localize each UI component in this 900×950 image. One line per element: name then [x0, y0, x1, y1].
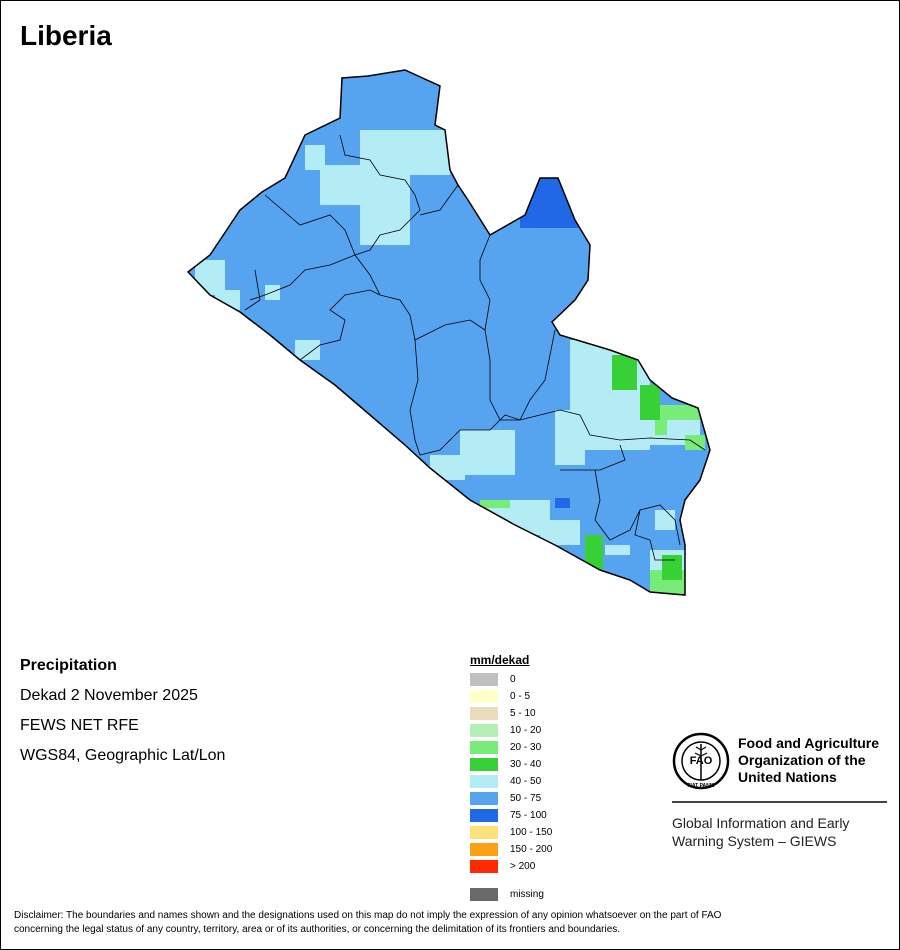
legend-title: mm/dekad	[470, 653, 530, 667]
period-label: Dekad 2 November 2025	[20, 687, 198, 704]
rainfall-30-40-region	[662, 555, 682, 580]
fao-name-line: Organization of the	[738, 752, 866, 768]
rainfall-40-50-region	[460, 430, 515, 475]
legend-swatch	[470, 843, 498, 856]
legend-item: 20 - 30	[470, 739, 552, 756]
legend-label: 0 - 5	[510, 691, 531, 702]
legend-label: 5 - 10	[510, 708, 536, 719]
country-border	[186, 69, 711, 596]
legend-swatch	[470, 792, 498, 805]
fao-name: Food and Agriculture Organization of the…	[738, 735, 898, 786]
rainfall-20-30-region	[480, 500, 510, 508]
rainfall-40-50-region	[305, 145, 325, 170]
disclaimer-line: Disclaimer: The boundaries and names sho…	[14, 910, 722, 921]
legend-item: 100 - 150	[470, 824, 552, 841]
legend-swatch	[470, 826, 498, 839]
disclaimer: Disclaimer: The boundaries and names sho…	[14, 909, 884, 937]
giews-line: Global Information and Early	[672, 815, 850, 831]
legend-item: 30 - 40	[470, 756, 552, 773]
legend-item: 0 - 5	[470, 688, 552, 705]
legend-item: 40 - 50	[470, 773, 552, 790]
legend-item: 10 - 20	[470, 722, 552, 739]
rainfall-40-50-region	[195, 260, 225, 295]
legend-item: 75 - 100	[470, 807, 552, 824]
projection-label: WGS84, Geographic Lat/Lon	[20, 747, 226, 764]
district-boundary	[299, 289, 381, 361]
rainfall-20-30-region	[655, 420, 667, 435]
legend-item: > 200	[470, 858, 552, 875]
district-boundary	[594, 469, 681, 546]
legend-swatch	[470, 741, 498, 754]
district-boundary	[419, 414, 521, 456]
district-boundaries	[244, 134, 706, 561]
legend-item-missing: missing	[470, 886, 552, 903]
legend-swatch	[470, 809, 498, 822]
legend-swatch	[470, 775, 498, 788]
district-boundary	[560, 444, 626, 471]
legend-swatch	[470, 860, 498, 873]
fao-emblem-icon: FAO FIAT PANIS	[672, 732, 730, 790]
legend-swatch	[470, 673, 498, 686]
district-boundary	[519, 409, 706, 451]
rainfall-50-75-region	[188, 70, 710, 595]
disclaimer-line: concerning the legal status of any count…	[14, 924, 621, 935]
legend-label: 75 - 100	[510, 810, 547, 821]
legend-item: 0	[470, 671, 552, 688]
district-boundary	[339, 134, 421, 256]
rainfall-40-50-region	[295, 340, 320, 360]
legend-label: 30 - 40	[510, 759, 542, 770]
svg-text:FIAT PANIS: FIAT PANIS	[687, 783, 715, 789]
district-boundary	[354, 254, 486, 341]
legend-swatch	[470, 707, 498, 720]
map-title: Liberia	[20, 20, 112, 51]
source-label: FEWS NET RFE	[20, 717, 139, 734]
legend-label: 50 - 75	[510, 793, 542, 804]
legend-swatch	[470, 690, 498, 703]
rainfall-grid	[188, 70, 710, 595]
legend-label: 10 - 20	[510, 725, 542, 736]
giews-name: Global Information and Early Warning Sys…	[672, 814, 892, 850]
legend-label: 100 - 150	[510, 827, 553, 838]
district-boundary	[249, 254, 356, 301]
rainfall-20-30-region	[660, 405, 700, 420]
rainfall-30-40-region	[640, 385, 660, 420]
legend-swatch	[470, 724, 498, 737]
rainfall-40-50-region	[430, 455, 465, 480]
rainfall-30-40-region	[585, 535, 603, 570]
legend-label: missing	[510, 889, 544, 900]
legend-label: > 200	[510, 861, 536, 872]
legend-item: 150 - 200	[470, 841, 552, 858]
district-boundary	[419, 184, 459, 216]
legend-swatch	[470, 888, 498, 901]
rainfall-40-50-region	[605, 545, 630, 555]
rainfall-30-40-region	[612, 355, 637, 390]
legend-label: 20 - 30	[510, 742, 542, 753]
rainfall-75-100-region	[555, 498, 570, 508]
rainfall-75-100-region	[520, 178, 580, 228]
legend-item: 5 - 10	[470, 705, 552, 722]
district-boundary	[244, 269, 261, 311]
rainfall-40-50-region	[555, 410, 585, 465]
rainfall-40-50-region	[360, 200, 410, 245]
rainfall-40-50-region	[655, 510, 675, 530]
legend-swatch	[470, 758, 498, 771]
legend-label: 0	[510, 674, 516, 685]
district-boundary	[634, 509, 675, 561]
rainfall-40-50-region	[320, 165, 410, 205]
district-boundary	[264, 194, 356, 256]
logo-divider	[672, 801, 887, 803]
legend-label: 40 - 50	[510, 776, 542, 787]
fao-name-line: United Nations	[738, 769, 837, 785]
district-boundary	[409, 339, 421, 456]
map-info-block: Precipitation Dekad 2 November 2025 FEWS…	[20, 657, 225, 777]
legend-label: 150 - 200	[510, 844, 553, 855]
giews-line: Warning System – GIEWS	[672, 833, 837, 849]
legend-item: 50 - 75	[470, 790, 552, 807]
district-boundary	[479, 234, 556, 421]
variable-heading: Precipitation	[20, 657, 117, 674]
rainfall-40-50-region	[265, 285, 280, 300]
fao-name-line: Food and Agriculture	[738, 735, 880, 751]
legend: mm/dekad 0 0 - 5 5 - 10 10 - 20 20 - 30 …	[470, 653, 552, 903]
